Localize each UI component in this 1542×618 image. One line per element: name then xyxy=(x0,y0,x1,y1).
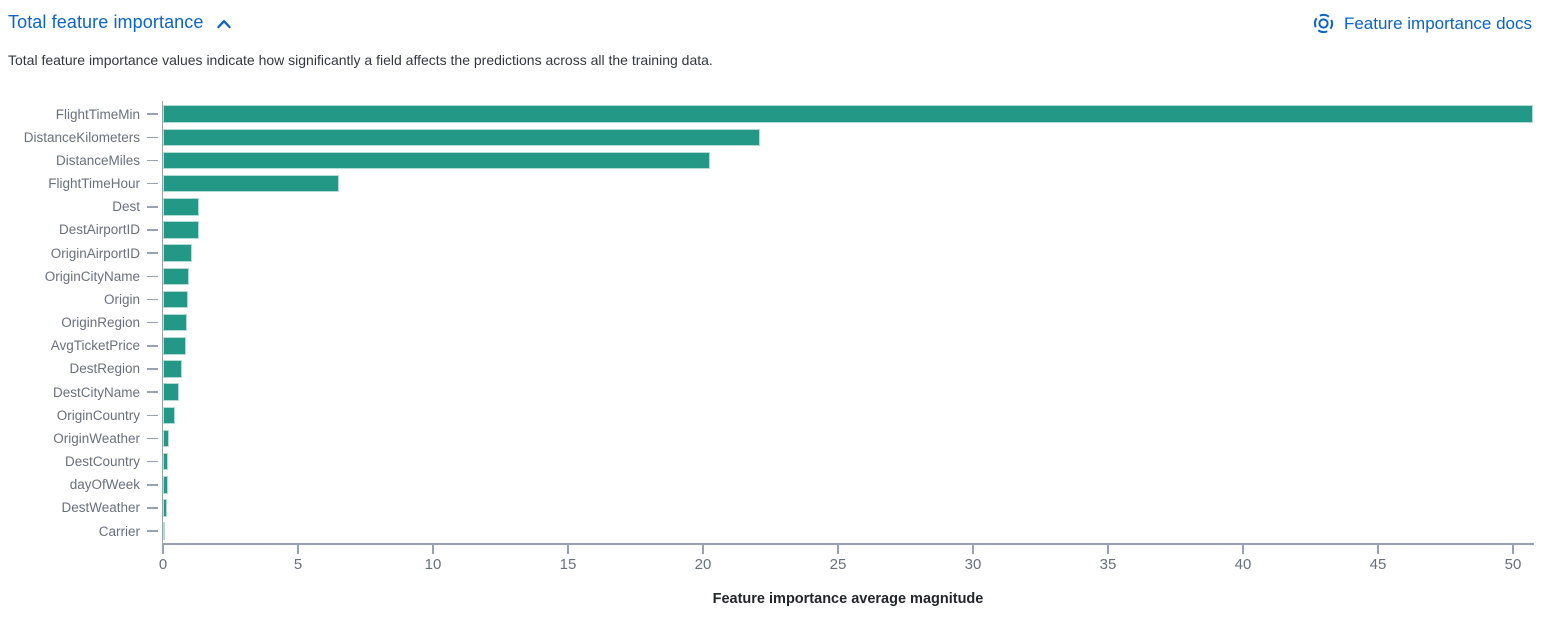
total-feature-importance-toggle[interactable]: Total feature importance xyxy=(8,12,232,33)
x-axis-line xyxy=(161,543,1534,545)
x-axis-tick-label: 15 xyxy=(559,556,577,573)
y-axis-tick xyxy=(147,182,158,185)
y-axis-label: OriginCountry xyxy=(56,407,140,423)
x-axis-tick-label: 20 xyxy=(694,556,712,573)
y-axis-label: DestWeather xyxy=(61,500,140,516)
y-axis-label: OriginAirportID xyxy=(50,245,140,261)
y-axis-tick xyxy=(147,345,158,347)
y-axis-label: DestAirportID xyxy=(58,222,140,238)
y-axis-label: dayOfWeek xyxy=(69,477,140,493)
x-axis-tick xyxy=(1377,544,1379,554)
x-axis-tick-label: 45 xyxy=(1369,556,1387,573)
y-axis-line xyxy=(161,101,163,543)
x-axis-title: Feature importance average magnitude xyxy=(712,591,984,607)
y-axis-label: OriginCityName xyxy=(44,268,140,284)
bar-OriginAirportID xyxy=(163,244,193,262)
x-axis-tick-label: 50 xyxy=(1504,556,1522,573)
y-axis-label: Dest xyxy=(112,199,140,215)
y-axis-tick xyxy=(147,159,158,162)
y-axis-label: DestCountry xyxy=(64,454,140,470)
feature-importance-docs-link[interactable]: Feature importance docs xyxy=(1312,12,1532,35)
y-axis-tick xyxy=(147,321,158,324)
y-axis-tick xyxy=(147,437,158,440)
x-axis-tick xyxy=(1107,544,1109,554)
bar-FlightTimeHour xyxy=(163,174,339,193)
y-axis-label: Origin xyxy=(103,291,140,307)
y-axis-tick xyxy=(147,414,158,417)
y-axis-label: DistanceKilometers xyxy=(23,129,140,145)
bar-FlightTimeMin xyxy=(163,105,1533,123)
x-axis-tick xyxy=(432,544,434,554)
y-axis-tick xyxy=(147,298,158,301)
x-axis-tick-label: 30 xyxy=(964,556,982,573)
y-axis-label: DestRegion xyxy=(69,361,140,377)
x-axis-tick xyxy=(297,544,299,554)
x-axis-tick xyxy=(162,544,164,554)
y-axis-label: Carrier xyxy=(98,523,140,539)
bar-OriginRegion xyxy=(163,313,188,332)
bar-DestRegion xyxy=(163,360,183,378)
y-axis-tick xyxy=(147,368,158,370)
y-axis-label: FlightTimeMin xyxy=(55,106,140,122)
y-axis-label: OriginWeather xyxy=(53,430,140,446)
panel-title[interactable]: Total feature importance xyxy=(8,12,204,32)
bar-DestCityName xyxy=(163,383,180,401)
x-axis-tick xyxy=(972,544,974,554)
bar-Dest xyxy=(163,198,200,216)
docs-link-label[interactable]: Feature importance docs xyxy=(1343,13,1532,33)
bar-DestWeather xyxy=(163,499,167,517)
x-axis-tick-label: 10 xyxy=(424,556,442,573)
bar-Carrier xyxy=(163,522,165,540)
y-axis-tick xyxy=(147,391,158,393)
x-axis-tick xyxy=(1242,544,1244,554)
y-axis-tick xyxy=(147,484,158,486)
bar-Origin xyxy=(163,290,189,309)
y-axis-label: AvgTicketPrice xyxy=(50,338,140,354)
y-axis-tick xyxy=(147,275,158,278)
bar-DistanceMiles xyxy=(163,151,710,170)
y-axis-tick xyxy=(147,229,158,231)
y-axis-tick xyxy=(147,252,158,254)
x-axis-tick xyxy=(837,544,839,554)
x-axis-tick-label: 25 xyxy=(829,556,847,573)
x-axis-tick xyxy=(702,544,704,554)
bar-DestAirportID xyxy=(163,221,199,239)
y-axis-label: OriginRegion xyxy=(61,315,140,331)
y-axis-tick xyxy=(147,460,158,463)
bar-dayOfWeek xyxy=(163,476,168,494)
chevron-up-icon[interactable] xyxy=(216,18,232,30)
bar-DistanceKilometers xyxy=(163,128,760,146)
y-axis-label: FlightTimeHour xyxy=(48,176,140,191)
bar-AvgTicketPrice xyxy=(163,337,186,355)
x-axis-tick-label: 40 xyxy=(1234,556,1252,573)
x-axis-tick xyxy=(567,544,569,554)
x-axis-tick-label: 35 xyxy=(1099,556,1117,573)
x-axis-tick-label: 0 xyxy=(158,556,168,573)
x-axis-tick xyxy=(1512,544,1514,554)
y-axis-tick xyxy=(147,136,158,138)
y-axis-tick xyxy=(147,206,158,208)
y-axis-label: DistanceMiles xyxy=(55,152,140,168)
bar-OriginCountry xyxy=(163,406,176,425)
y-axis-label: DestCityName xyxy=(52,384,140,400)
x-axis-tick-label: 5 xyxy=(293,556,303,573)
bar-DestCountry xyxy=(163,452,169,471)
panel-description: Total feature importance values indicate… xyxy=(8,52,713,68)
y-axis-tick xyxy=(147,507,158,509)
y-axis-tick xyxy=(147,530,158,532)
bar-OriginWeather xyxy=(163,429,169,448)
y-axis-tick xyxy=(147,113,158,115)
lifebuoy-icon xyxy=(1312,12,1335,35)
bar-OriginCityName xyxy=(163,267,190,286)
